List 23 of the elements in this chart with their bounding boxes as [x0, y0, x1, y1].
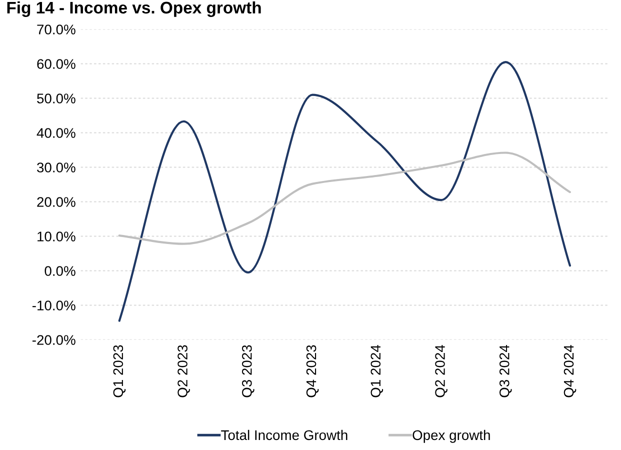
x-tick-label: Q1 2024 [370, 345, 384, 398]
x-tick-label: Q2 2024 [435, 345, 448, 398]
y-tick-label: 70.0% [37, 24, 76, 34]
y-tick-label: 20.0% [37, 197, 76, 207]
legend-label: Total Income Growth [221, 430, 348, 440]
y-tick-label: -20.0% [32, 335, 76, 345]
x-tick-label: Q1 2023 [113, 345, 126, 398]
chart-title: Fig 14 - Income vs. Opex growth [7, 1, 261, 17]
legend-label: Opex growth [412, 430, 490, 443]
y-tick-label: 30.0% [37, 162, 76, 172]
line-series [118, 60, 571, 322]
y-tick-label: 50.0% [37, 94, 76, 104]
x-tick-label: Q4 2024 [564, 345, 576, 398]
y-tick-label: 10.0% [38, 232, 76, 242]
y-tick-label: -10.0% [32, 300, 76, 310]
x-tick-label: Q4 2023 [306, 345, 319, 398]
line-series [118, 152, 571, 245]
x-tick-label: Q3 2023 [242, 345, 254, 398]
x-tick-label: Q3 2024 [499, 345, 512, 398]
y-tick-label: 60.0% [37, 59, 76, 69]
x-tick-label: Q2 2023 [178, 345, 190, 398]
y-tick-label: 40.0% [36, 128, 76, 138]
y-tick-label: 0.0% [44, 266, 76, 276]
